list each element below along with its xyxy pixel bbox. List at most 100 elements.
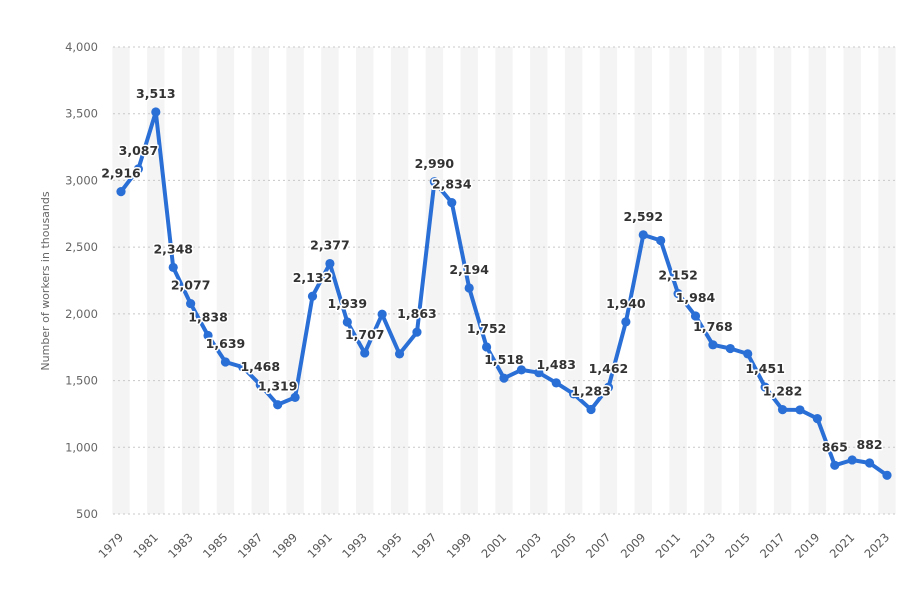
x-tick-label: 1979 [96, 530, 127, 561]
data-labels: 2,916 3,087 3,513 2,348 2,077 1,838 1,639 1,468… [100, 84, 884, 455]
x-tick-label: 2019 [792, 530, 823, 561]
data-point-1997 [429, 177, 439, 187]
column-band-2003 [530, 47, 548, 514]
x-tick-label: 2009 [618, 530, 649, 561]
data-label-1996: 1,863 [397, 306, 437, 321]
data-point-2021 [847, 455, 857, 465]
x-tick-label: 2005 [548, 530, 579, 561]
data-point-1996 [412, 327, 422, 337]
data-point-2007 [603, 382, 614, 392]
data-point-2004 [551, 378, 561, 388]
data-point-1989 [290, 392, 300, 402]
column-band-1979 [112, 47, 130, 514]
data-label-1985: 1,639 [206, 336, 246, 351]
data-label-2007: 1,462 [589, 361, 629, 376]
data-point-1986 [238, 362, 248, 372]
data-point-1985 [220, 357, 231, 367]
data-point-1984 [203, 330, 213, 341]
x-tick-label: 1987 [235, 530, 266, 561]
data-point-1991 [325, 258, 335, 269]
data-label-1982: 2,348 [153, 241, 193, 256]
data-point-1998 [447, 197, 457, 208]
x-tick-label: 1999 [444, 530, 475, 561]
data-point-2012 [690, 311, 701, 321]
y-tick-label: 1,500 [65, 374, 98, 388]
column-band-1995 [390, 47, 409, 514]
column-band-2007 [599, 47, 618, 514]
data-point-1992 [342, 317, 352, 327]
data-point-2017 [777, 405, 788, 415]
data-point-2002 [516, 365, 527, 375]
data-label-1981: 3,513 [136, 86, 176, 101]
data-point-2011 [673, 288, 683, 299]
column-band-2005 [564, 47, 583, 514]
data-point-2022 [864, 458, 875, 468]
data-point-1995 [394, 349, 405, 359]
data-label-1997: 2,990 [415, 156, 455, 171]
data-label-1992: 1,939 [328, 296, 368, 311]
y-axis-label: Number of workers in thousands [39, 191, 52, 370]
data-point-1994 [377, 309, 387, 319]
column-band-1993 [356, 47, 374, 514]
data-point-1983 [186, 298, 196, 309]
column-band-2011 [669, 47, 687, 514]
data-label-1991: 2,377 [310, 238, 350, 253]
data-point-2020 [830, 460, 840, 470]
column-band-1997 [425, 47, 444, 514]
y-tick-label: 3,500 [65, 107, 98, 121]
y-tick-label: 4,000 [65, 40, 98, 54]
data-point-1999 [464, 283, 474, 293]
x-axis: 1979 1981 1983 1985 1987 1989 1991 1993 1995 1997… [96, 530, 893, 561]
x-tick-label: 1995 [374, 530, 405, 561]
y-axis: 500 1,000 1,500 2,000 2,500 3,000 3,500 4,000 [65, 40, 98, 521]
data-label-1993: 1,707 [345, 327, 385, 342]
y-tick-label: 2,000 [65, 307, 98, 321]
data-label-2012: 1,984 [676, 290, 716, 305]
column-band-2021 [843, 47, 861, 514]
data-label-2016: 1,451 [745, 361, 785, 376]
data-label-1983: 2,077 [171, 278, 211, 293]
data-label-1984: 1,838 [188, 309, 228, 324]
x-tick-label: 2001 [479, 530, 510, 561]
data-label-1979: 2,916 [101, 166, 141, 181]
column-band-2013 [704, 47, 722, 514]
x-tick-label: 2003 [513, 530, 544, 561]
x-tick-label: 1997 [409, 530, 440, 561]
column-band-2001 [495, 47, 513, 514]
data-point-1993 [360, 348, 370, 358]
data-label-2020: 865 [822, 439, 848, 454]
data-point-2010 [656, 235, 666, 246]
column-band-2009 [634, 47, 652, 514]
data-point-1979 [116, 187, 126, 197]
data-point-2016 [760, 382, 770, 392]
data-point-2014 [725, 343, 735, 354]
x-tick-label: 1985 [200, 530, 231, 561]
data-label-2011: 2,152 [658, 268, 698, 283]
column-band-1987 [251, 47, 269, 514]
data-label-2006: 1,283 [571, 384, 611, 399]
data-point-2009 [638, 230, 648, 240]
data-point-2023 [882, 470, 892, 480]
column-band-2023 [878, 47, 896, 514]
data-label-2000: 1,752 [467, 321, 507, 336]
x-tick-label: 1991 [304, 530, 335, 561]
x-tick-label: 2017 [757, 530, 788, 561]
data-point-1981 [151, 107, 161, 117]
data-point-2013 [708, 340, 718, 350]
y-tick-label: 500 [76, 507, 98, 521]
x-tick-label: 2007 [583, 530, 614, 561]
data-label-1998: 2,834 [432, 177, 472, 192]
x-tick-label: 1993 [339, 530, 370, 561]
x-tick-label: 2011 [653, 530, 684, 561]
data-point-2003 [534, 368, 544, 378]
column-band-1983 [181, 47, 200, 514]
data-point-1990 [307, 291, 318, 301]
data-points [116, 107, 892, 480]
alternating-column-bands [112, 47, 896, 514]
x-tick-label: 2013 [687, 530, 718, 561]
x-tick-label: 2015 [722, 530, 753, 561]
data-label-1980: 3,087 [119, 143, 159, 158]
data-label-2001: 1,518 [484, 352, 524, 367]
data-label-2022: 882 [857, 437, 883, 452]
column-band-1991 [321, 47, 339, 514]
